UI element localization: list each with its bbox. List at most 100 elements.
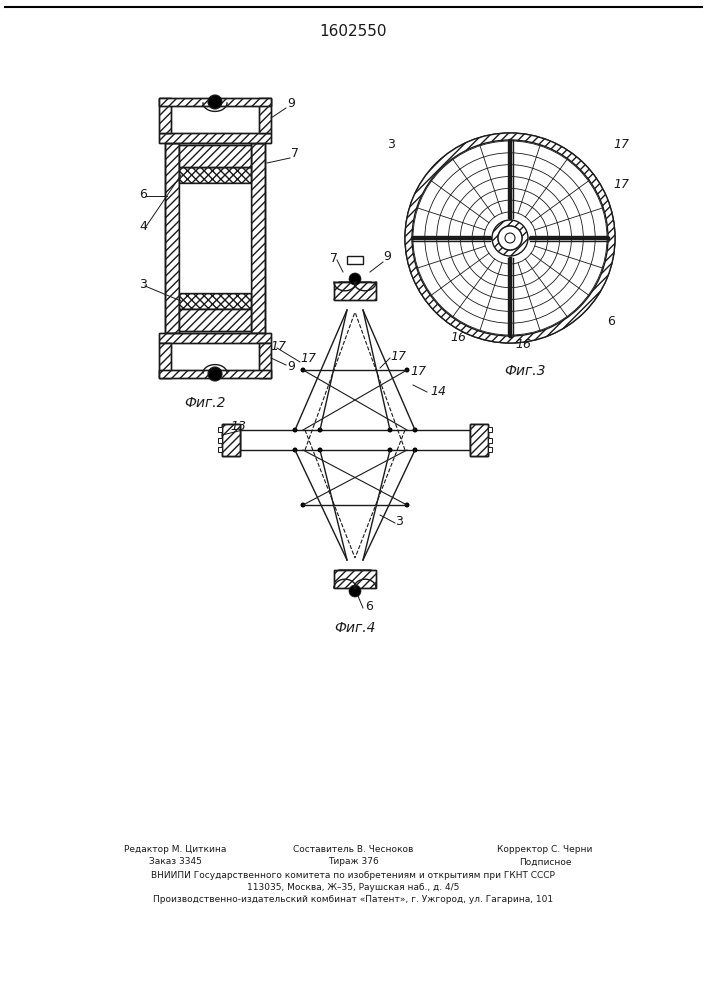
Bar <box>218 438 222 443</box>
Bar <box>259 343 271 378</box>
Bar <box>179 183 251 293</box>
Circle shape <box>317 448 322 452</box>
Text: 4: 4 <box>139 220 147 233</box>
Bar <box>159 98 271 106</box>
Bar <box>218 427 222 432</box>
Text: 14: 14 <box>430 385 446 398</box>
Text: Фиг.2: Фиг.2 <box>185 396 226 410</box>
Circle shape <box>293 448 298 452</box>
Text: 16: 16 <box>515 338 531 351</box>
Text: 9: 9 <box>383 250 391 263</box>
Text: 3: 3 <box>139 278 147 291</box>
Bar <box>347 256 363 264</box>
Bar <box>251 143 265 333</box>
Bar <box>222 424 240 456</box>
Bar <box>259 98 271 133</box>
Bar <box>179 309 251 331</box>
Bar <box>334 570 376 588</box>
Bar <box>259 98 271 133</box>
Circle shape <box>405 133 615 343</box>
Bar <box>165 143 265 333</box>
Bar <box>259 343 271 378</box>
Text: 9: 9 <box>287 360 295 373</box>
Circle shape <box>293 428 298 432</box>
Circle shape <box>412 428 418 432</box>
Bar <box>179 145 251 167</box>
Polygon shape <box>334 570 376 588</box>
Bar <box>470 424 488 456</box>
Wedge shape <box>492 220 528 256</box>
Bar <box>334 282 376 300</box>
Bar <box>159 343 171 378</box>
Bar <box>159 333 271 343</box>
Text: Корректор С. Черни: Корректор С. Черни <box>497 846 592 854</box>
Text: Подписное: Подписное <box>519 857 571 866</box>
Bar <box>179 309 251 331</box>
Text: 16: 16 <box>450 331 466 344</box>
Bar <box>159 333 271 343</box>
Bar <box>251 143 265 333</box>
Text: 13: 13 <box>230 420 246 433</box>
Text: Фиг.3: Фиг.3 <box>504 364 546 378</box>
Bar <box>159 370 271 378</box>
Circle shape <box>404 502 409 508</box>
Text: 7: 7 <box>291 147 299 160</box>
Circle shape <box>208 95 222 109</box>
Text: 17: 17 <box>300 352 316 365</box>
Circle shape <box>317 428 322 432</box>
Polygon shape <box>334 282 376 300</box>
Text: Редактор М. Циткина: Редактор М. Циткина <box>124 846 226 854</box>
Bar <box>179 293 251 309</box>
Bar <box>488 447 492 452</box>
Text: 6: 6 <box>139 188 147 201</box>
Bar <box>334 570 376 588</box>
Bar <box>159 98 271 106</box>
Bar <box>222 424 240 456</box>
Bar <box>218 447 222 452</box>
Text: 17: 17 <box>613 178 629 191</box>
Circle shape <box>498 226 522 250</box>
Circle shape <box>412 448 418 452</box>
Bar <box>179 167 251 183</box>
Text: 9: 9 <box>287 97 295 110</box>
Bar <box>240 430 470 450</box>
Text: 17: 17 <box>410 365 426 378</box>
Text: Заказ 3345: Заказ 3345 <box>148 857 201 866</box>
Circle shape <box>404 367 409 372</box>
Circle shape <box>349 273 361 285</box>
Bar <box>334 282 376 300</box>
Text: 113035, Москва, Ж–35, Раушская наб., д. 4/5: 113035, Москва, Ж–35, Раушская наб., д. … <box>247 882 459 892</box>
Bar <box>159 370 271 378</box>
Bar <box>159 133 271 143</box>
Text: Производственно-издательский комбинат «Патент», г. Ужгород, ул. Гагарина, 101: Производственно-издательский комбинат «П… <box>153 894 553 904</box>
Text: 7: 7 <box>330 252 338 265</box>
Text: 3: 3 <box>387 138 395 151</box>
Bar <box>159 343 171 378</box>
Text: 3: 3 <box>395 515 403 528</box>
Text: Тираж 376: Тираж 376 <box>327 857 378 866</box>
Bar <box>159 98 171 133</box>
Bar <box>165 143 179 333</box>
Circle shape <box>208 367 222 381</box>
Text: 17: 17 <box>270 340 286 353</box>
Text: Фиг.4: Фиг.4 <box>334 621 375 635</box>
Text: 6: 6 <box>365 600 373 613</box>
Bar <box>159 98 171 133</box>
Bar <box>165 143 179 333</box>
Circle shape <box>387 448 392 452</box>
Circle shape <box>300 367 305 372</box>
Circle shape <box>387 428 392 432</box>
Circle shape <box>505 233 515 243</box>
Bar <box>222 424 240 456</box>
Text: 6: 6 <box>607 315 615 328</box>
Text: 1602550: 1602550 <box>320 24 387 39</box>
Bar <box>470 424 488 456</box>
Bar <box>470 424 488 456</box>
Bar <box>179 293 251 309</box>
Circle shape <box>300 502 305 508</box>
Text: ВНИИПИ Государственного комитета по изобретениям и открытиям при ГКНТ СССР: ВНИИПИ Государственного комитета по изоб… <box>151 870 555 880</box>
Text: 17: 17 <box>613 138 629 151</box>
Circle shape <box>349 585 361 597</box>
Bar <box>179 145 251 167</box>
Bar <box>159 133 271 143</box>
